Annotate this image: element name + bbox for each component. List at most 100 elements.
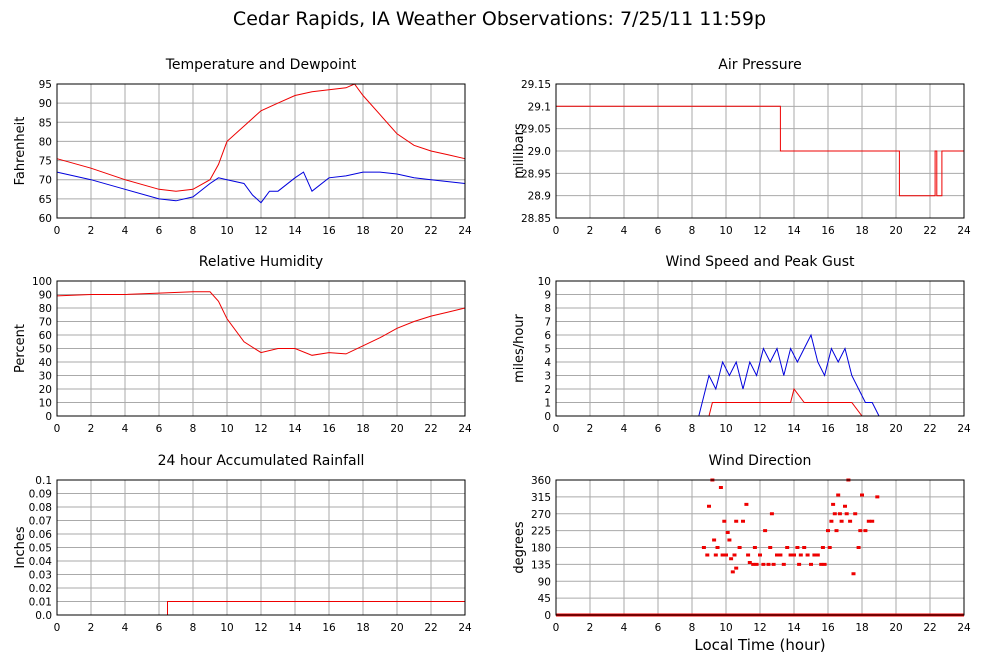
y-axis-label: Fahrenheit	[13, 117, 28, 186]
x-tick-label: 8	[689, 622, 696, 634]
y-tick-label: 0.07	[29, 516, 52, 528]
wind-direction-point	[848, 519, 853, 523]
x-tick-label: 12	[254, 423, 267, 435]
y-tick-label: 29.0	[528, 146, 551, 158]
wind-direction-point	[720, 553, 725, 557]
wind-direction-point	[729, 557, 734, 561]
chart-title: Relative Humidity	[199, 254, 323, 270]
wind-direction-point	[843, 504, 847, 508]
y-tick-label: 0.08	[29, 502, 52, 514]
x-tick-label: 14	[787, 622, 801, 634]
y-tick-label: 10	[538, 276, 551, 288]
wind-direction-point	[809, 562, 813, 566]
y-tick-label: 65	[39, 194, 52, 206]
wind-direction-point	[815, 553, 820, 557]
chart-panel-pressure: 0 2 4 6 8 10 12 14 16 18 20 22 2428.8528.928.9529.02…	[512, 57, 971, 237]
wind-direction-point	[781, 562, 786, 566]
y-tick-label: 70	[39, 317, 52, 329]
wind-direction-point	[844, 512, 849, 516]
x-tick-label: 24	[458, 622, 472, 634]
wind-direction-point	[853, 512, 858, 516]
wind-direction-point	[718, 486, 723, 489]
wind-direction-point	[866, 519, 871, 523]
x-tick-label: 14	[288, 423, 302, 435]
y-tick-label: 10	[39, 398, 52, 410]
x-tick-label: 24	[957, 622, 971, 634]
wind-direction-point	[766, 562, 771, 566]
x-tick-label: 14	[288, 622, 302, 634]
x-tick-label: 12	[254, 622, 267, 634]
y-tick-label: 0.09	[29, 489, 52, 501]
x-tick-label: 16	[322, 225, 336, 237]
x-tick-label: 16	[821, 622, 835, 634]
y-tick-label: 0.06	[29, 529, 53, 541]
x-tick-label: 18	[356, 225, 369, 237]
x-tick-label: 4	[122, 225, 129, 237]
y-tick-label: 0	[544, 610, 551, 622]
y-tick-label: 6	[544, 330, 551, 342]
wind-direction-point	[751, 562, 756, 566]
y-tick-label: 60	[39, 330, 52, 342]
wind-direction-point	[722, 519, 727, 523]
series-line-pressure-0	[556, 105, 964, 197]
y-tick-label: 28.95	[521, 168, 551, 180]
y-tick-label: 85	[39, 117, 52, 129]
x-tick-label: 0	[54, 423, 61, 435]
wind-direction-point	[734, 566, 739, 570]
wind-direction-point	[875, 495, 880, 499]
y-tick-label: 60	[39, 213, 52, 225]
x-tick-label: 20	[889, 225, 902, 237]
plot-frame	[555, 479, 965, 616]
y-tick-label: 225	[531, 526, 551, 538]
wind-direction-point	[858, 529, 863, 533]
y-tick-label: 0.03	[29, 570, 52, 582]
y-tick-label: 80	[39, 136, 52, 148]
wind-direction-point	[820, 546, 825, 549]
y-tick-label: 2	[544, 384, 551, 396]
y-tick-label: 360	[531, 475, 551, 487]
y-tick-label: 4	[544, 357, 551, 369]
wind-direction-point	[792, 553, 796, 557]
x-tick-label: 24	[957, 225, 971, 237]
y-axis-label: Percent	[13, 324, 28, 373]
series-line-temp-0	[56, 83, 466, 192]
wind-direction-point	[725, 531, 730, 534]
chart-title: Temperature and Dewpoint	[165, 57, 357, 73]
y-tick-label: 0.0	[35, 610, 52, 622]
x-tick-label: 0	[54, 622, 61, 634]
wind-direction-point	[837, 512, 842, 516]
wind-direction-point	[730, 570, 735, 574]
y-tick-label: 0.05	[29, 543, 52, 555]
x-tick-label: 22	[923, 225, 936, 237]
x-tick-label: 10	[220, 225, 233, 237]
x-tick-label: 4	[621, 622, 628, 634]
y-tick-label: 90	[39, 98, 52, 110]
y-tick-label: 90	[39, 290, 52, 302]
x-tick-label: 0	[54, 225, 61, 237]
series-line-temp-1	[56, 171, 466, 204]
series-line-wind-1	[556, 387, 964, 417]
x-tick-label: 14	[787, 225, 801, 237]
wind-direction-point	[819, 562, 824, 566]
x-tick-label: 8	[190, 225, 197, 237]
x-tick-label: 20	[889, 622, 902, 634]
wind-direction-point	[832, 512, 837, 516]
x-tick-label: 14	[288, 225, 302, 237]
chart-title: Wind Direction	[709, 453, 812, 469]
x-tick-label: 18	[356, 622, 369, 634]
wind-direction-point	[795, 546, 800, 549]
wind-direction-point	[851, 572, 856, 576]
wind-direction-point	[707, 504, 711, 508]
wind-direction-point	[805, 553, 810, 557]
x-tick-label: 8	[689, 225, 696, 237]
wind-direction-point	[747, 561, 752, 564]
y-tick-label: 5	[544, 344, 551, 356]
x-tick-label: 24	[957, 423, 971, 435]
wind-direction-point	[701, 546, 706, 549]
x-tick-label: 4	[122, 423, 129, 435]
y-tick-label: 315	[531, 492, 551, 504]
wind-direction-point	[771, 562, 776, 566]
x-tick-label: 12	[753, 423, 766, 435]
x-tick-label: 16	[821, 423, 835, 435]
wind-direction-point	[812, 553, 817, 557]
